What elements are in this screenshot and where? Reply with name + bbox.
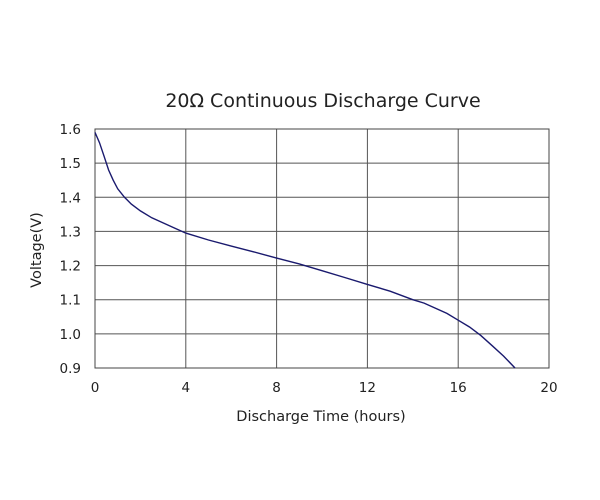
plot-frame (94, 128, 550, 369)
x-axis-ticks: 0 4 8 12 16 20 (91, 380, 558, 396)
y-axis-label: Voltage(V) (29, 212, 45, 288)
grid-lines (95, 129, 549, 368)
x-axis-label: Discharge Time (hours) (236, 409, 405, 425)
x-tick-label: 0 (91, 380, 100, 396)
y-tick-label: 1.0 (60, 327, 81, 343)
y-tick-label: 1.2 (60, 259, 81, 275)
chart-title: 20Ω Continuous Discharge Curve (165, 90, 480, 112)
x-tick-label: 12 (359, 380, 376, 396)
y-tick-label: 1.5 (60, 156, 81, 172)
y-tick-label: 1.3 (60, 224, 81, 240)
y-tick-label: 0.9 (60, 361, 81, 377)
y-tick-label: 1.4 (60, 190, 81, 206)
discharge-series-line (94, 132, 516, 369)
y-tick-label: 1.6 (60, 122, 81, 138)
x-tick-label: 4 (182, 380, 191, 396)
x-tick-label: 20 (540, 380, 557, 396)
x-tick-label: 16 (450, 380, 467, 396)
y-axis-ticks: 0.9 1.0 1.1 1.2 1.3 1.4 1.5 1.6 (60, 122, 81, 377)
x-tick-label: 8 (272, 380, 281, 396)
y-tick-label: 1.1 (60, 293, 81, 309)
